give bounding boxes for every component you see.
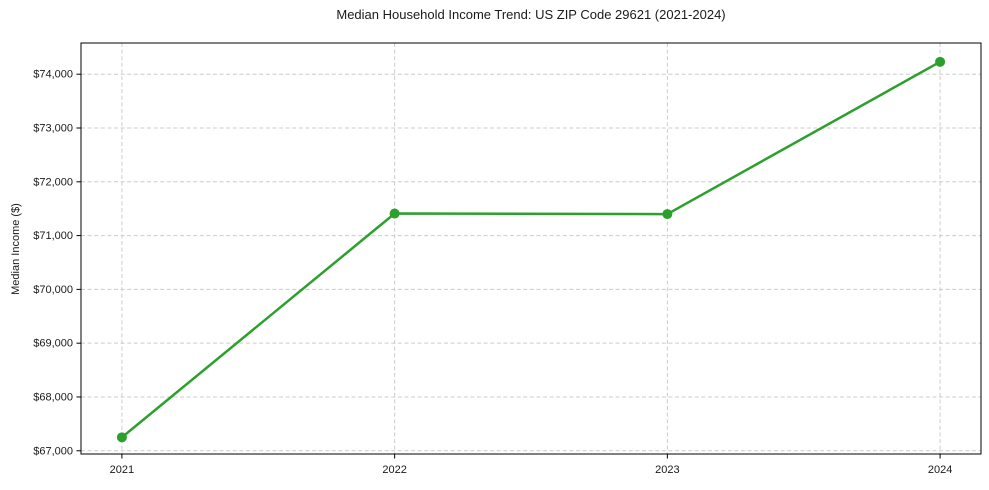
x-tick-label: 2022 (382, 464, 406, 476)
y-tick-label: $74,000 (33, 69, 73, 81)
chart-title: Median Household Income Trend: US ZIP Co… (336, 7, 726, 22)
x-tick-label: 2021 (110, 464, 134, 476)
data-point (662, 209, 673, 220)
y-tick-label: $70,000 (33, 284, 73, 296)
x-tick-label: 2023 (655, 464, 679, 476)
y-tick-label: $69,000 (33, 338, 73, 350)
data-point (935, 56, 946, 67)
y-tick-label: $72,000 (33, 176, 73, 188)
plot-border (80, 42, 982, 455)
x-tick-label: 2024 (928, 464, 952, 476)
data-point (389, 208, 400, 219)
y-tick-label: $71,000 (33, 230, 73, 242)
y-tick-label: $73,000 (33, 123, 73, 135)
y-tick-label: $67,000 (33, 445, 73, 457)
data-point (116, 432, 127, 443)
y-tick-label: $68,000 (33, 391, 73, 403)
trend-line (121, 60, 941, 439)
